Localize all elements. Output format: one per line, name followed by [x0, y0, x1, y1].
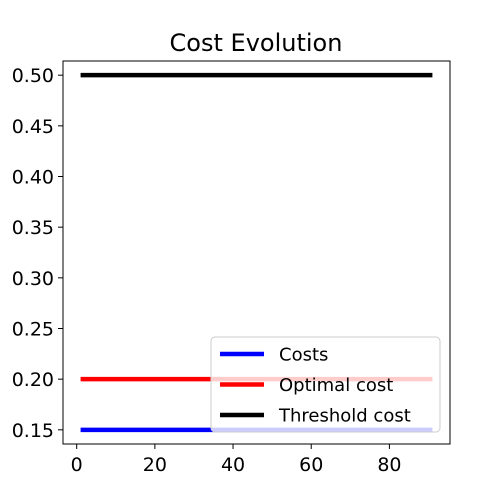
legend: Costs Optimal cost Threshold cost — [210, 336, 441, 433]
x-tick-label: 80 — [377, 454, 401, 476]
axes-frame — [62, 60, 451, 445]
legend-label: Optimal cost — [279, 375, 393, 396]
plot-area: 0 20 40 60 80 0.15 0.20 0.25 0.30 0.35 0.40 0.45 0.5… — [12, 60, 451, 476]
y-tick-label: 0.50 — [12, 65, 54, 87]
y-tick-label: 0.20 — [12, 369, 54, 391]
x-tick-label: 0 — [71, 454, 83, 476]
y-tick-label: 0.45 — [12, 116, 54, 138]
y-tick-label: 0.40 — [12, 167, 54, 189]
x-tick-label: 60 — [299, 454, 323, 476]
legend-label: Costs — [279, 345, 328, 366]
legend-label: Threshold cost — [278, 406, 411, 427]
y-tick-label: 0.15 — [12, 420, 54, 442]
x-tick-label: 20 — [143, 454, 167, 476]
y-tick-label: 0.25 — [12, 318, 54, 340]
y-tick-label: 0.35 — [12, 217, 54, 239]
y-tick-label: 0.30 — [12, 268, 54, 290]
x-tick-label: 40 — [221, 454, 245, 476]
chart-title: Cost Evolution — [170, 29, 343, 57]
legend-box — [210, 336, 441, 433]
